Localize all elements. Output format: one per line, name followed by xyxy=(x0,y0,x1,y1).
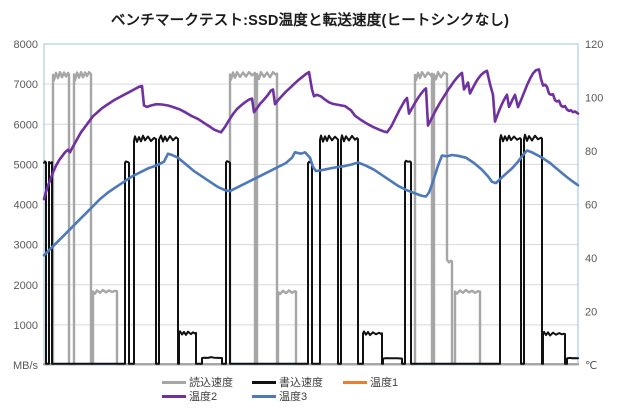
series-temp2 xyxy=(42,68,580,201)
right-axis-tick-label: 120 xyxy=(585,39,603,51)
right-axis-tick-label: 40 xyxy=(585,253,597,265)
left-axis-tick-label: 8000 xyxy=(14,39,38,51)
chart-title: ベンチマークテスト:SSD温度と転送速度(ヒートシンクなし) xyxy=(110,13,510,29)
left-axis-tick-label: 7000 xyxy=(14,79,38,91)
right-axis-tick-label: ℃ xyxy=(585,360,597,372)
left-axis-tick-label: 3000 xyxy=(14,240,38,252)
series-write-speed xyxy=(43,133,579,365)
left-axis-tick-label: 6000 xyxy=(14,119,38,131)
legend-marker-temp1 xyxy=(343,380,367,384)
right-axis-tick-label: 20 xyxy=(585,307,597,319)
legend-marker-write-speed xyxy=(252,380,276,384)
legend-marker-temp3 xyxy=(252,394,276,398)
left-axis-tick-label: MB/s xyxy=(13,360,39,372)
right-axis-tick-label: 100 xyxy=(585,93,603,105)
legend-item-temp2: 温度2 xyxy=(162,388,252,404)
chart-legend: 読込速度 書込速度 温度1 温度2 温度3 xyxy=(162,375,423,403)
series-temp3 xyxy=(42,149,580,257)
legend-row-2: 温度2 温度3 xyxy=(162,389,423,403)
left-axis-tick-label: 2000 xyxy=(14,280,38,292)
right-axis-tick-label: 80 xyxy=(585,146,597,158)
legend-label-write-speed: 書込速度 xyxy=(279,377,323,389)
legend-label-temp2: 温度2 xyxy=(189,391,218,403)
legend-label-read-speed: 読込速度 xyxy=(189,377,233,389)
legend-marker-temp2 xyxy=(162,394,186,398)
left-axis-tick-label: 1000 xyxy=(14,320,38,332)
legend-row-1: 読込速度 書込速度 温度1 xyxy=(162,375,423,389)
right-axis-tick-label: 60 xyxy=(585,200,597,212)
legend-item-read-speed: 読込速度 xyxy=(162,374,252,390)
left-axis-tick-label: 5000 xyxy=(14,159,38,171)
legend-item-temp1: 温度1 xyxy=(343,374,423,390)
legend-item-write-speed: 書込速度 xyxy=(252,374,343,390)
legend-item-temp3: 温度3 xyxy=(252,388,343,404)
legend-label-temp1: 温度1 xyxy=(370,377,399,389)
left-axis-tick-label: 4000 xyxy=(14,200,38,212)
legend-marker-read-speed xyxy=(162,380,186,384)
legend-label-temp3: 温度3 xyxy=(279,391,308,403)
series-read-speed xyxy=(42,70,580,366)
